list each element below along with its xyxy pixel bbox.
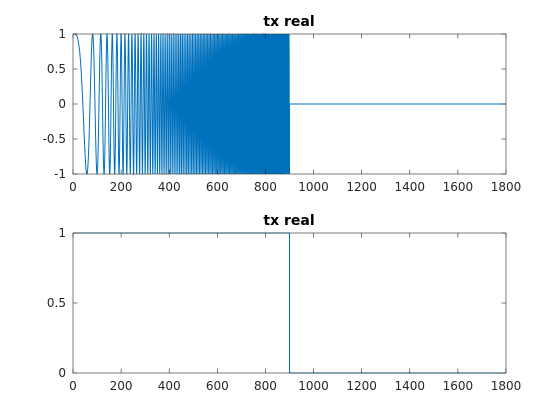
top-x-tick-label: 1000 bbox=[298, 180, 329, 194]
bottom-x-tick-label: 1000 bbox=[298, 379, 329, 393]
top-x-tick-label: 0 bbox=[69, 180, 77, 194]
bottom-y-tick-label: 0 bbox=[58, 366, 66, 380]
top-plot-title: tx real bbox=[263, 14, 314, 30]
top-plot-line bbox=[73, 32, 506, 176]
top-y-tick-label: 1 bbox=[58, 27, 66, 41]
top-x-tick-label: 1800 bbox=[491, 180, 522, 194]
bottom-x-tick-label: 600 bbox=[206, 379, 229, 393]
top-axes: tx real 0 200 400 600 800 1000 1200 1400 1600 180… bbox=[43, 14, 522, 194]
bottom-axes: tx real 0 200 400 600 800 1000 1200 1400 1600 180… bbox=[47, 213, 521, 393]
bottom-y-tick-label: 0.5 bbox=[47, 296, 66, 310]
bottom-x-tick-label: 0 bbox=[69, 379, 77, 393]
bottom-x-tick-label: 1200 bbox=[346, 379, 377, 393]
top-y-tick-label: 0 bbox=[58, 97, 66, 111]
top-y-tick-label: -0.5 bbox=[43, 132, 66, 146]
bottom-x-tick-label: 1800 bbox=[491, 379, 522, 393]
top-x-tick-label: 800 bbox=[254, 180, 277, 194]
bottom-x-tick-label: 400 bbox=[158, 379, 181, 393]
bottom-x-tick-label: 800 bbox=[254, 379, 277, 393]
bottom-plot-title: tx real bbox=[263, 213, 314, 229]
bottom-x-tick-label: 1400 bbox=[395, 379, 426, 393]
top-x-tick-label: 1200 bbox=[346, 180, 377, 194]
top-x-tick-label: 400 bbox=[158, 180, 181, 194]
top-y-tick-label: -1 bbox=[54, 167, 66, 181]
bottom-y-tick-label: 1 bbox=[58, 226, 66, 240]
top-y-tick-label: 0.5 bbox=[47, 62, 66, 76]
top-x-tick-label: 600 bbox=[206, 180, 229, 194]
top-x-tick-label: 1400 bbox=[395, 180, 426, 194]
bottom-x-tick-label: 1600 bbox=[443, 379, 474, 393]
top-x-tick-label: 1600 bbox=[443, 180, 474, 194]
top-x-tick-label: 200 bbox=[110, 180, 133, 194]
bottom-x-tick-label: 200 bbox=[110, 379, 133, 393]
